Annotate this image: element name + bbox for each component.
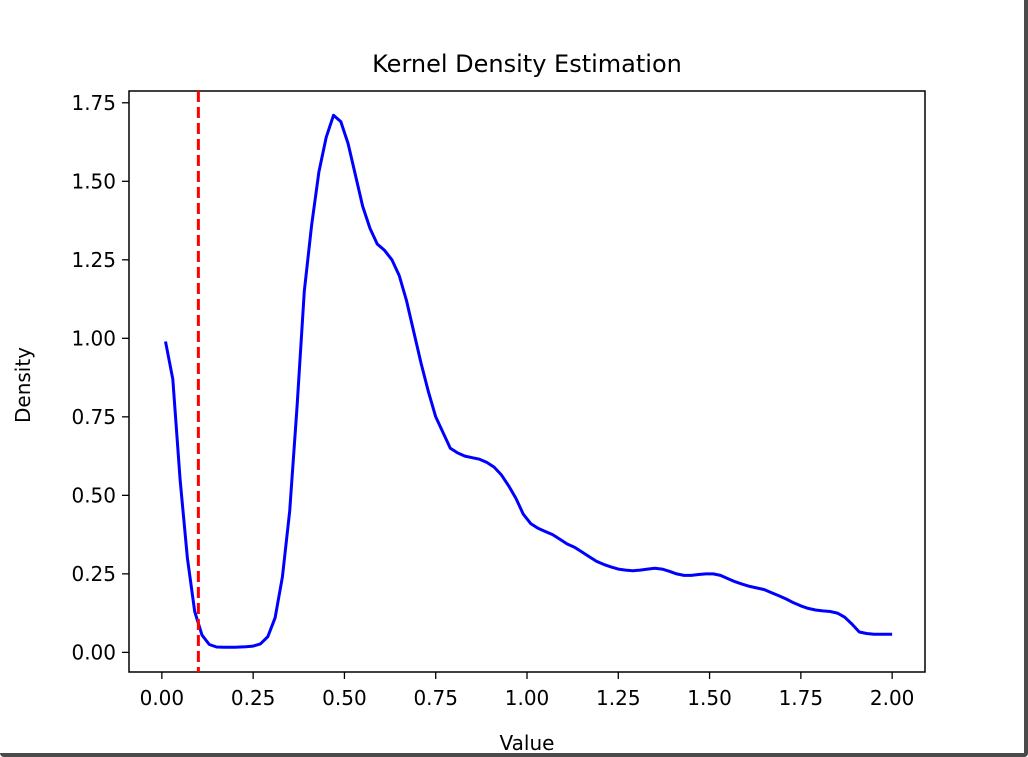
y-axis-ticks: 0.00 0.25 0.50 0.75 1.00 1.25 1.50 1.75 — [71, 91, 129, 664]
x-axis-ticks: 0.00 0.25 0.50 0.75 1.00 1.25 1.50 1.75 2.00 — [140, 672, 915, 710]
x-tick-label: 1.50 — [687, 686, 732, 710]
kde-density-curve — [164, 113, 893, 649]
y-tick-label: 0.75 — [71, 405, 116, 429]
y-tick-label: 0.25 — [71, 562, 116, 586]
x-tick-label: 1.75 — [779, 686, 824, 710]
window-edge-bottom — [0, 753, 1028, 757]
x-tick-label: 0.50 — [322, 686, 367, 710]
y-tick-label: 1.75 — [71, 91, 116, 115]
x-tick-label: 1.25 — [596, 686, 641, 710]
y-tick-label: 0.50 — [71, 483, 116, 507]
y-tick-label: 0.00 — [71, 640, 116, 664]
series-layer — [164, 91, 893, 672]
y-tick-label: 1.50 — [71, 169, 116, 193]
x-axis-label: Value — [500, 731, 555, 755]
chart-title: Kernel Density Estimation — [372, 50, 682, 78]
plot-area-frame — [128, 90, 926, 673]
y-tick-label: 1.25 — [71, 248, 116, 272]
x-tick-label: 0.00 — [140, 686, 185, 710]
x-tick-label: 2.00 — [870, 686, 915, 710]
x-tick-label: 0.75 — [413, 686, 458, 710]
y-tick-label: 1.00 — [71, 326, 116, 350]
y-axis-label: Density — [11, 347, 35, 423]
x-tick-label: 1.00 — [505, 686, 550, 710]
x-tick-label: 0.25 — [231, 686, 276, 710]
window-edge-right — [1024, 0, 1028, 757]
